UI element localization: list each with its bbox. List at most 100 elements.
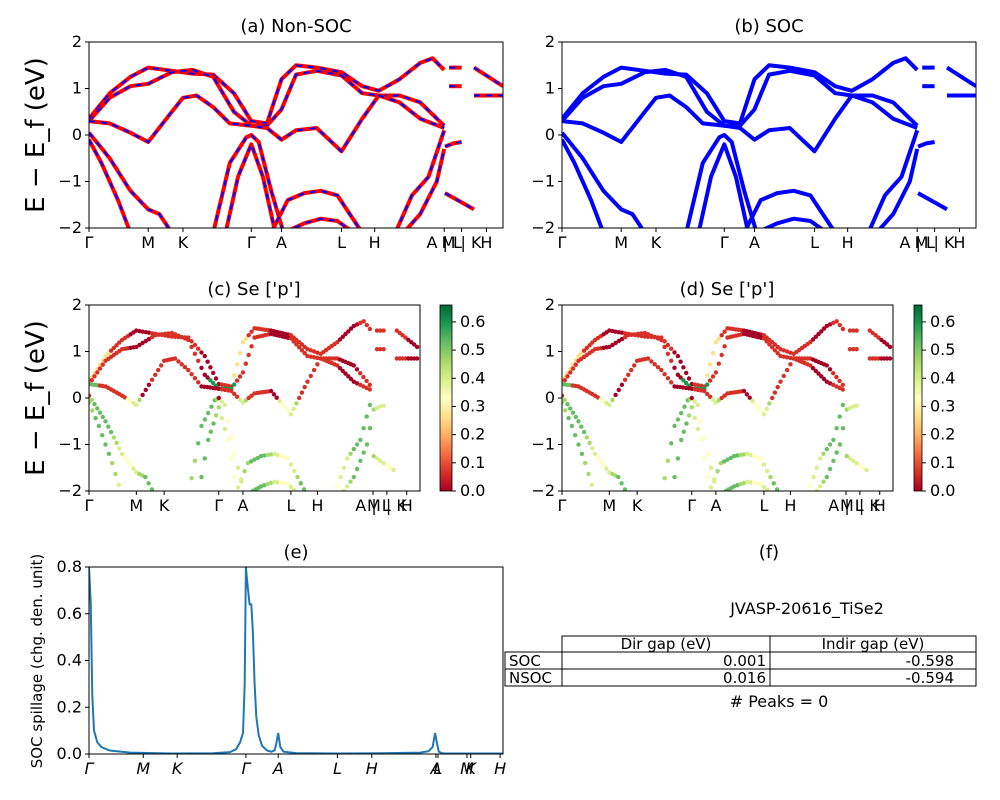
projection-point [176,359,181,364]
projection-point [655,336,661,341]
ytick-label: 2 [72,32,82,51]
projection-point [192,376,198,381]
projection-point [143,387,148,393]
projection-point [834,319,839,324]
table-header-indir-gap: Indir gap (eV) [822,635,925,653]
xtick-label: A [272,759,284,778]
projection-point [819,374,824,379]
projection-point [824,363,829,368]
projection-point [268,388,274,394]
projection-point [834,426,839,431]
xtick-label: H [311,496,323,515]
projection-point [873,333,878,338]
projection-point [338,493,342,497]
projection-point [315,350,320,355]
band-line [89,131,172,228]
projection-point [576,442,581,447]
projection-point [351,363,356,368]
panel-a-plot [89,56,503,228]
projection-point [262,453,267,458]
band-line [562,93,918,154]
projection-point [232,373,237,378]
projection-point [747,395,752,400]
band-line [685,133,758,228]
projection-point [298,481,303,486]
projection-point [728,455,733,461]
projection-point [364,378,369,384]
projection-point [831,458,836,463]
panel-b-yticks: −2 −1 0 1 2 [531,32,562,237]
projection-point [788,355,793,361]
projection-point [675,456,681,461]
projection-point [756,405,761,410]
projection-point [90,408,95,413]
projection-point [851,328,856,333]
projection-point [669,441,674,446]
projection-point [179,362,184,367]
panel-e-yticks: 0.0 0.2 0.4 0.6 0.8 [57,557,89,763]
projection-point [586,471,591,477]
xtick-label: Γ [687,496,696,515]
projection-point [770,395,775,401]
projection-point [774,487,780,491]
projection-point [587,343,592,348]
projection-point [573,362,578,367]
projection-point [672,423,677,429]
projection-point [607,344,612,350]
projection-point [199,423,204,429]
projection-point [821,326,827,331]
projection-point [216,395,221,401]
projection-point [108,348,114,353]
projection-point [335,363,340,368]
projection-point [308,354,313,359]
projection-point [237,397,243,402]
ytick-label: 0.0 [57,744,82,763]
projection-point [232,391,237,397]
projection-point [745,451,750,456]
band-line-dashed [89,94,445,153]
projection-point [695,402,700,408]
ytick-label: 0.8 [57,557,82,576]
projection-point [189,344,194,350]
projection-point [159,363,164,368]
projection-point [837,442,843,447]
projection-point [659,367,664,373]
projection-point [361,426,366,431]
projection-point [305,347,310,352]
ytick-label: 2 [545,32,555,51]
projection-point [199,350,204,355]
projection-point [864,467,869,473]
projection-point [186,367,191,373]
projection-point [97,366,103,371]
projection-point [283,405,288,410]
projection-point [816,371,821,376]
projection-point [143,474,148,480]
projection-point [222,426,228,432]
projection-point [662,339,667,344]
projection-point [819,329,824,334]
projection-point [186,337,191,343]
projection-point [678,375,683,380]
projection-point [239,477,244,482]
projection-point [827,367,833,372]
projection-point [374,456,380,461]
projection-point [565,402,570,407]
panel-c-colorbar [439,304,453,492]
projection-point [622,487,628,491]
projection-point [705,391,710,397]
projection-point [295,474,300,480]
projection-point [831,437,836,443]
projection-point [748,480,753,485]
projection-point [745,479,750,484]
projection-point [371,453,376,459]
projection-point [655,365,661,370]
projection-point [205,375,210,380]
xtick-label: A [429,759,441,778]
projection-point [810,337,816,342]
xtick-label: H [874,496,886,515]
projection-point [708,465,714,470]
projection-point [345,456,350,461]
projection-point [153,333,158,338]
projection-point [381,328,386,333]
projection-point [562,393,565,398]
